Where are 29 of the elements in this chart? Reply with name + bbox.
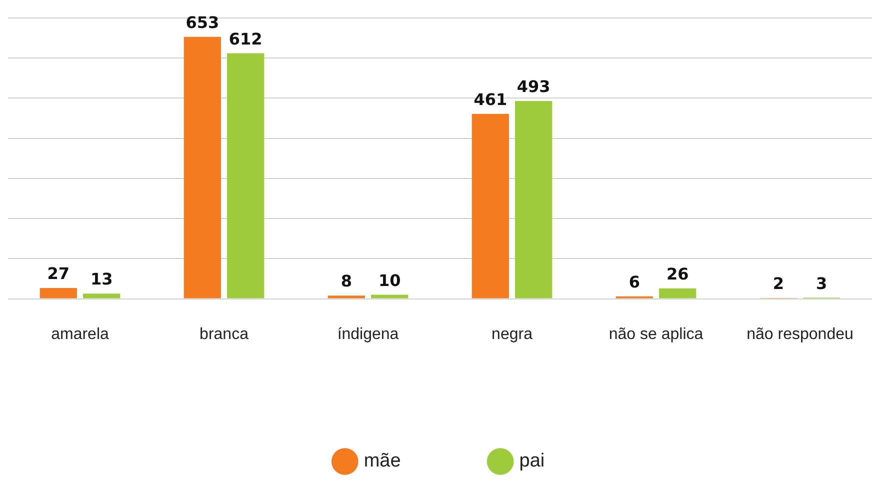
bar [472,114,509,298]
x-tick-label: branca [200,326,249,343]
x-tick-label: não se aplica [608,326,704,343]
data-label: 2 [772,274,784,294]
bar [184,36,221,298]
data-label: 10 [378,270,401,290]
legend-label: mãe [364,450,401,472]
data-label: 13 [90,270,113,289]
bar [515,101,552,298]
bar [227,53,264,298]
x-tick-label: amarela [51,326,109,343]
bar [659,288,696,298]
data-label: 493 [516,77,550,96]
bar [40,288,77,298]
bar [328,296,365,298]
data-label: 461 [474,90,508,110]
x-tick-label: não respondeu [746,326,854,343]
legend-label: pai [519,450,545,472]
x-tick-label: negra [492,326,533,343]
data-label: 27 [47,264,70,284]
x-tick-label: índigena [337,326,399,343]
bar [83,294,120,298]
data-label: 653 [186,13,220,32]
data-label: 612 [228,29,262,48]
data-label: 3 [816,274,828,293]
data-label: 26 [666,264,689,284]
data-label: 8 [340,272,352,291]
bar [371,294,408,298]
data-label: 6 [628,272,640,292]
